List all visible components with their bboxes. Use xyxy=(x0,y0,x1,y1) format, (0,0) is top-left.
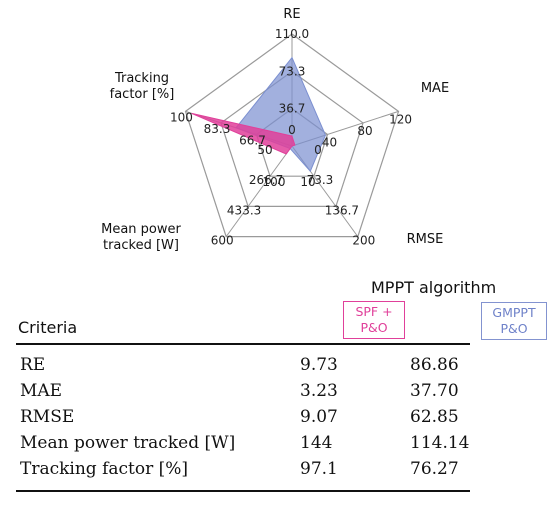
gmppt-po-legend-badge: GMPPT P&O xyxy=(481,302,547,340)
tick-label: 100 xyxy=(263,175,286,189)
tick-label: 66.7 xyxy=(239,133,266,147)
grid-ring-2 xyxy=(220,70,364,208)
tick-label: 36.7 xyxy=(279,102,306,116)
tick-label: 136.7 xyxy=(325,203,359,217)
spf-po-value: 9.73 xyxy=(300,355,338,375)
spf-po-value: 97.1 xyxy=(300,459,338,479)
tick-label: 10 xyxy=(300,175,315,189)
spoke-3 xyxy=(225,145,293,237)
tick-label: 0 xyxy=(314,143,322,157)
table-top-rule xyxy=(16,343,470,345)
table-row: RMSE 9.07 62.85 xyxy=(0,407,550,431)
gmppt-po-value: 62.85 xyxy=(410,407,459,427)
tick-label: 266.7 xyxy=(249,173,283,187)
gmppt-po-value: 86.86 xyxy=(410,355,459,375)
table-row: RE 9.73 86.86 xyxy=(0,355,550,379)
spf-po-value: 9.07 xyxy=(300,407,338,427)
tick-label: 120 xyxy=(389,112,412,126)
criteria-cell: RE xyxy=(20,355,46,375)
tick-label: 50 xyxy=(257,143,272,157)
tick-label: 100 xyxy=(170,110,193,124)
spf-po-legend-badge: SPF + P&O xyxy=(343,301,405,339)
table-title: MPPT algorithm xyxy=(371,278,497,297)
gmppt-po-value: 76.27 xyxy=(410,459,459,479)
table-row: Mean power tracked [W] 144 114.14 xyxy=(0,433,550,457)
criteria-cell: MAE xyxy=(20,381,63,401)
tick-label: 73.3 xyxy=(307,173,334,187)
tick-label: 200 xyxy=(352,234,375,248)
gmppt-po-value: 37.70 xyxy=(410,381,459,401)
tick-label: 80 xyxy=(357,124,372,138)
grid-ring-3 xyxy=(184,33,400,238)
axis-title: RE xyxy=(283,7,300,22)
tick-label: 110.0 xyxy=(275,27,309,41)
tick-label: 0 xyxy=(288,123,296,137)
tick-label: 40 xyxy=(322,135,337,149)
table-row: MAE 3.23 37.70 xyxy=(0,381,550,405)
criteria-cell: Mean power tracked [W] xyxy=(20,433,236,453)
tick-label: 73.3 xyxy=(279,64,306,78)
criteria-cell: RMSE xyxy=(20,407,75,427)
spf-po-value: 144 xyxy=(300,433,333,453)
radar-chart: 036.773.3110.0040801201073.3136.72001002… xyxy=(101,7,449,253)
gmppt-po-value: 114.14 xyxy=(410,433,470,453)
series-area-1 xyxy=(235,56,327,173)
criteria-cell: Tracking factor [%] xyxy=(20,459,189,479)
series-area-0 xyxy=(191,112,296,155)
spf-po-value: 3.23 xyxy=(300,381,338,401)
tick-label: 600 xyxy=(211,234,234,248)
tick-label: 433.3 xyxy=(227,203,261,217)
axis-title: Tracking factor [%] xyxy=(110,71,175,102)
criteria-header: Criteria xyxy=(18,318,78,337)
table-bottom-rule xyxy=(16,490,470,492)
tick-label: 83.3 xyxy=(204,122,231,136)
axis-title: Mean power tracked [W] xyxy=(101,222,181,253)
table-row: Tracking factor [%] 97.1 76.27 xyxy=(0,459,550,483)
axis-title: RMSE xyxy=(407,232,444,247)
axis-title: MAE xyxy=(421,81,449,96)
